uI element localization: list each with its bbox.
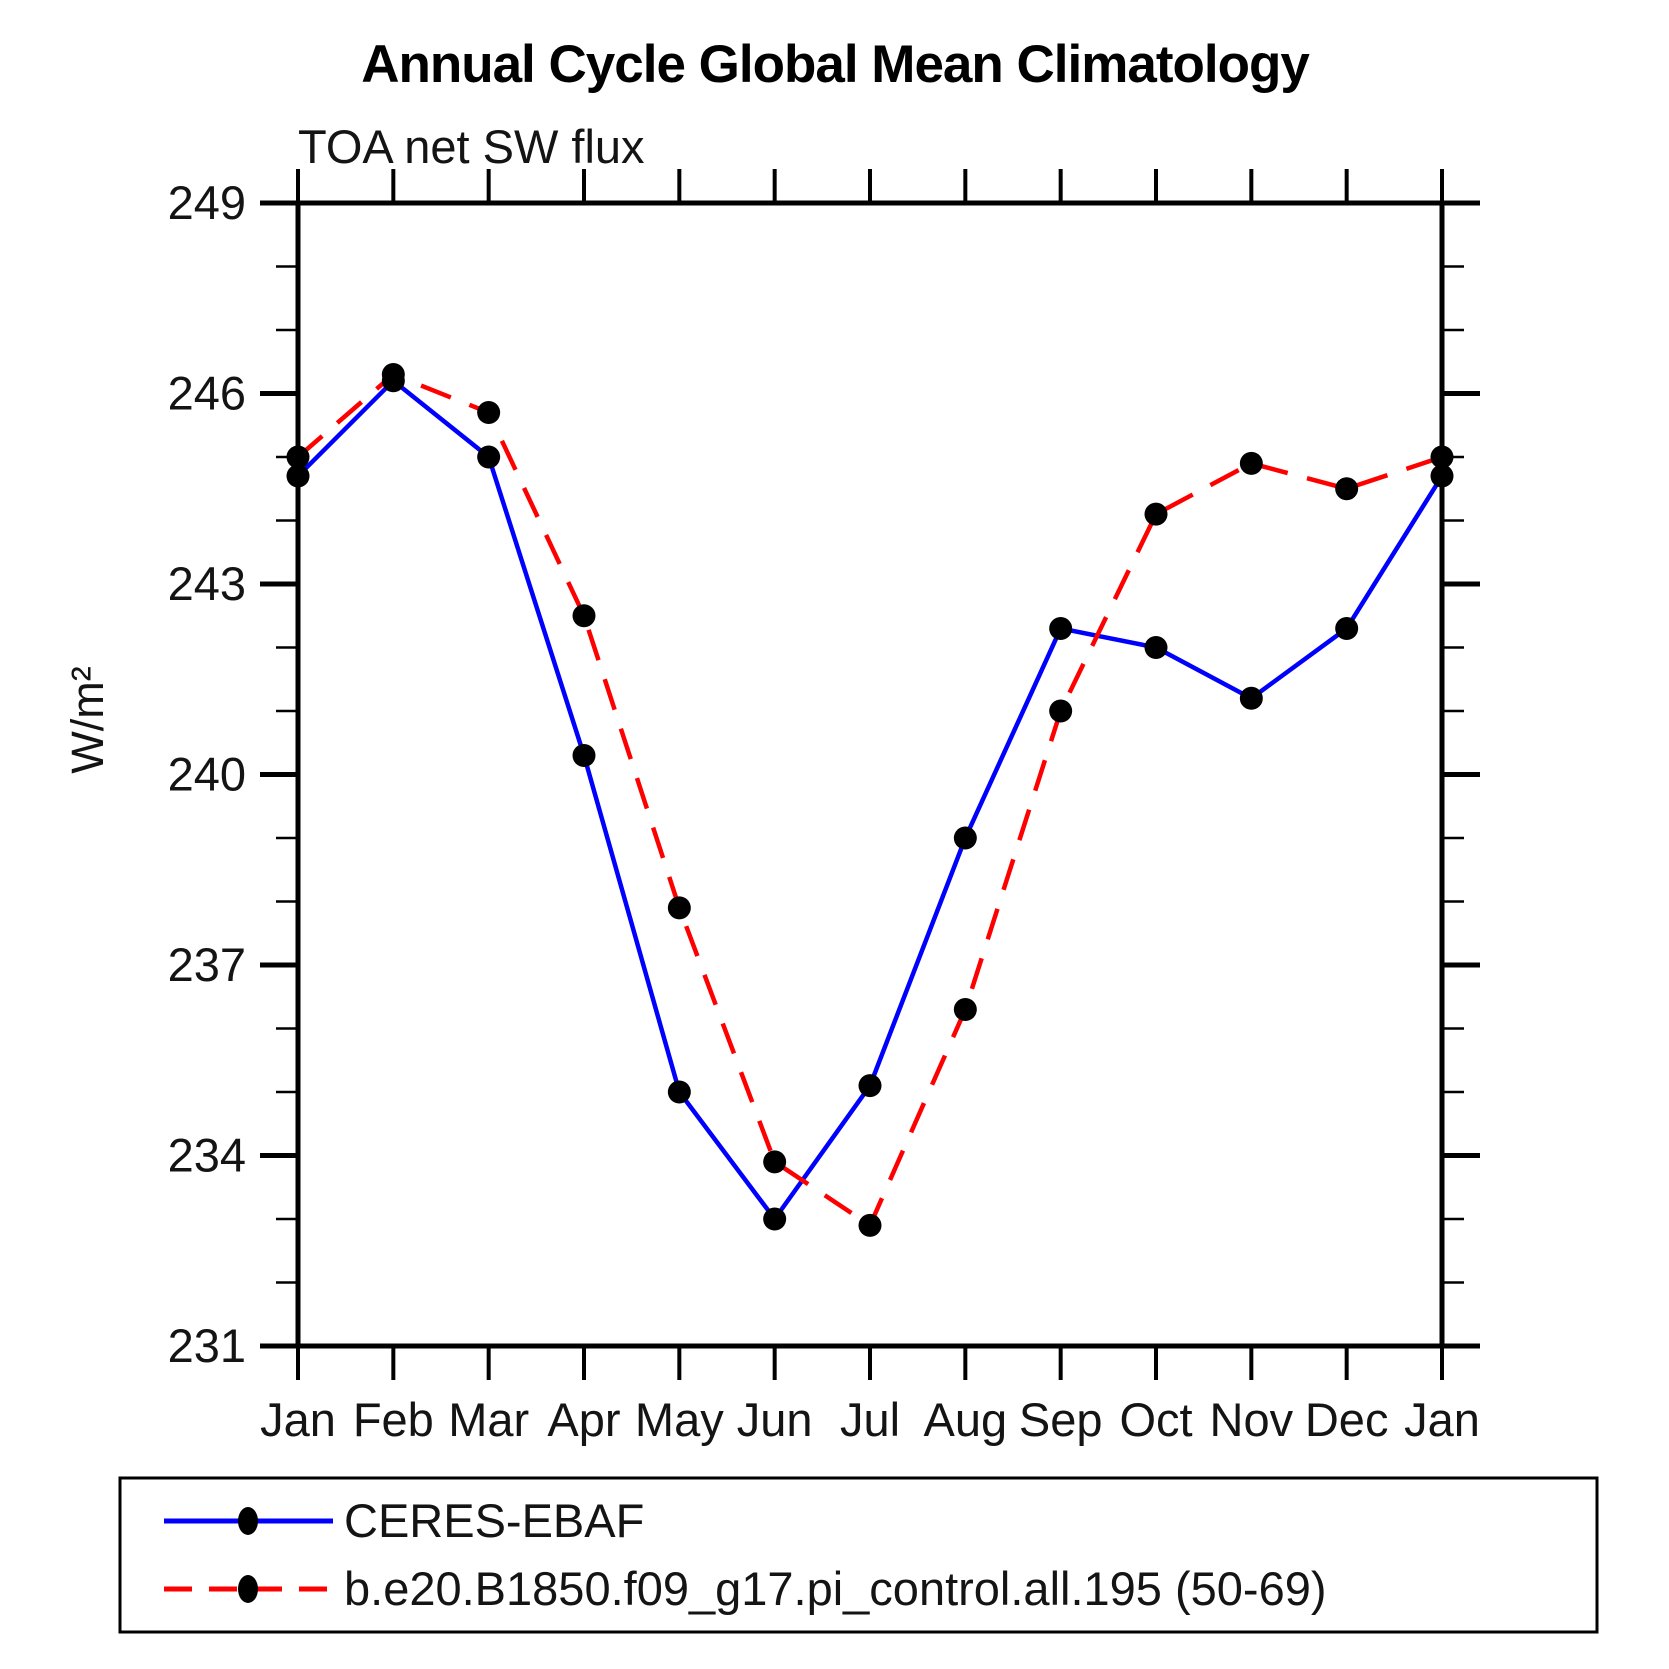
x-tick-label: Jan <box>1404 1393 1480 1446</box>
chart-subtitle: TOA net SW flux <box>298 120 645 173</box>
data-point-marker <box>286 445 310 469</box>
data-point-marker <box>763 1150 787 1174</box>
data-point-marker <box>858 1213 882 1237</box>
y-tick-label: 237 <box>168 938 246 991</box>
x-tick-label: Jul <box>840 1393 900 1446</box>
x-tick-label: Feb <box>353 1393 434 1446</box>
legend-box <box>118 1476 1599 1634</box>
x-tick-label: Jun <box>737 1393 813 1446</box>
legend-marker <box>238 1575 258 1603</box>
chart-title: Annual Cycle Global Mean Climatology <box>361 35 1310 94</box>
y-tick-label: 249 <box>168 176 246 229</box>
x-tick-label: Oct <box>1119 1393 1192 1446</box>
data-point-marker <box>381 362 405 386</box>
data-point-marker <box>1335 616 1359 640</box>
data-point-marker <box>477 401 501 425</box>
legend: CERES-EBAF b.e20.B1850.f09_g17.pi_control… <box>118 1476 1599 1634</box>
x-tick-label: Nov <box>1210 1393 1294 1446</box>
data-point-marker <box>572 604 596 628</box>
x-tick-label: Jan <box>260 1393 336 1446</box>
x-tick-label: Dec <box>1305 1393 1389 1446</box>
data-point-marker <box>667 896 691 920</box>
y-axis-label: W/m² <box>62 666 113 773</box>
y-tick-label: 246 <box>168 367 246 420</box>
x-tick-label: Sep <box>1019 1393 1103 1446</box>
data-point-marker <box>286 464 310 488</box>
x-tick-label: Mar <box>448 1393 529 1446</box>
data-point-marker <box>953 826 977 850</box>
y-tick-label: 240 <box>168 748 246 801</box>
y-tick-label: 243 <box>168 557 246 610</box>
data-point-marker <box>477 445 501 469</box>
data-point-marker <box>1144 636 1168 659</box>
data-point-marker <box>1335 477 1359 501</box>
data-point-marker <box>1239 451 1263 475</box>
data-point-marker <box>1049 699 1073 723</box>
data-point-marker <box>1144 502 1168 526</box>
data-point-marker <box>1430 445 1454 469</box>
data-point-marker <box>953 997 977 1021</box>
plot-area: 231 234 237 240 243 246 249 Jan Feb Mar Apr May Jun J… <box>168 169 1480 1446</box>
legend-label: CERES-EBAF <box>344 1494 644 1547</box>
legend-marker <box>238 1507 258 1535</box>
y-tick-label: 234 <box>168 1129 246 1182</box>
legend-label: b.e20.B1850.f09_g17.pi_control.all.195 (… <box>344 1562 1327 1615</box>
data-point-marker <box>1049 616 1073 640</box>
data-point-marker <box>858 1074 882 1098</box>
y-tick-label: 231 <box>168 1319 246 1372</box>
x-tick-label: Aug <box>924 1393 1008 1446</box>
data-point-marker <box>572 743 596 767</box>
x-tick-label: May <box>635 1393 724 1446</box>
data-point-marker <box>1430 464 1454 488</box>
data-point-marker <box>763 1207 787 1231</box>
data-point-marker <box>1239 686 1263 710</box>
data-point-marker <box>667 1080 691 1104</box>
x-tick-label: Apr <box>547 1393 620 1446</box>
